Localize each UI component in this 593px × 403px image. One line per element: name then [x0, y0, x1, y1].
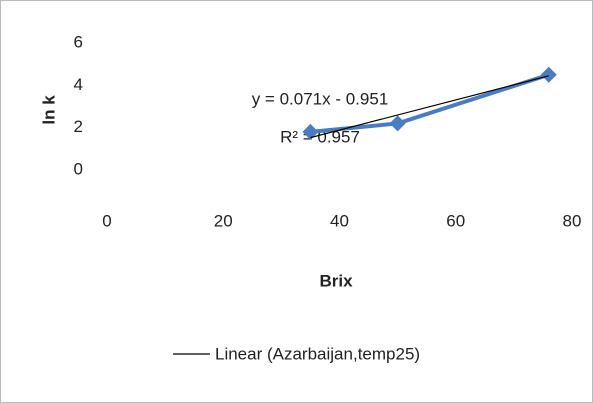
trendline — [310, 75, 549, 139]
data-point — [389, 115, 406, 132]
y-tick-label: 6 — [74, 32, 83, 51]
y-tick-label: 0 — [74, 159, 83, 178]
x-tick-label: 0 — [102, 211, 111, 230]
data-point — [540, 66, 557, 83]
x-tick-label: 40 — [330, 211, 349, 230]
data-point — [302, 123, 319, 140]
y-axis-label: ln k — [39, 95, 58, 125]
equation-label: y = 0.071x - 0.951 — [252, 89, 389, 108]
legend-label: Linear (Azarbaijan,temp25) — [215, 344, 420, 363]
x-tick-label: 20 — [214, 211, 233, 230]
r-squared-label: R² = 0.957 — [280, 127, 360, 146]
x-tick-label: 80 — [563, 211, 582, 230]
x-tick-label: 60 — [446, 211, 465, 230]
y-tick-label: 4 — [74, 75, 83, 94]
x-axis-label: Brix — [319, 271, 353, 290]
y-tick-label: 2 — [74, 117, 83, 136]
